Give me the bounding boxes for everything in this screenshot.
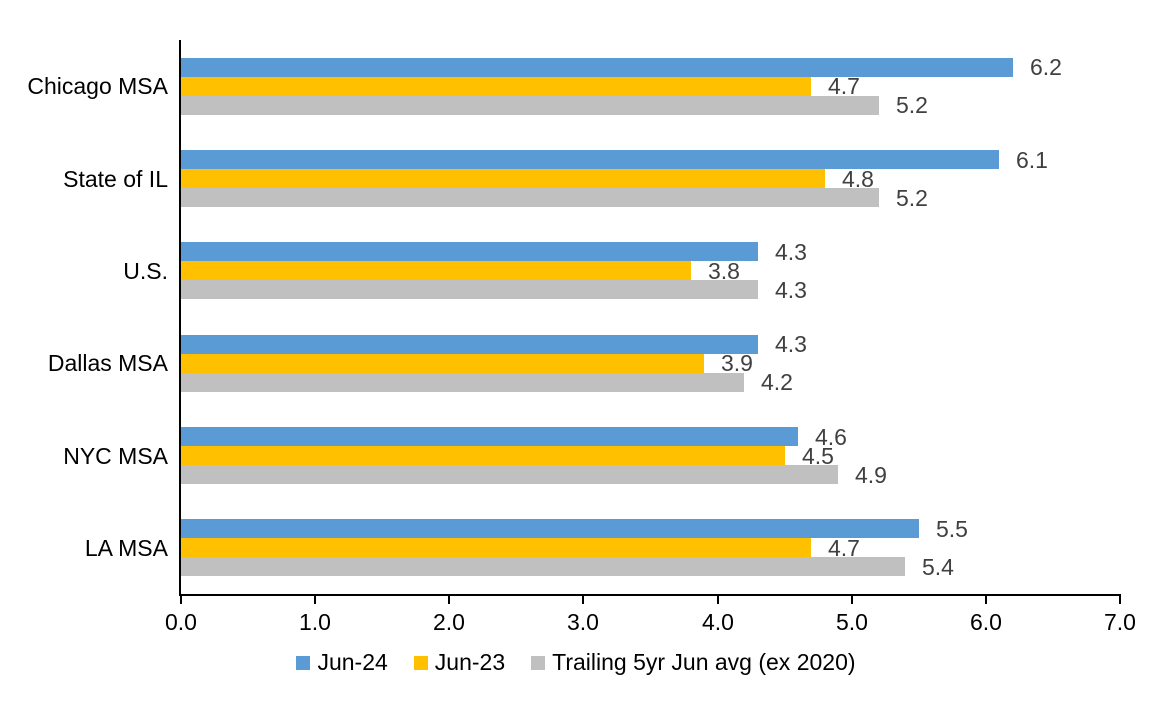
bar-trailing-5yr-jun-avg-ex-2020- bbox=[181, 557, 905, 577]
bar-jun-24 bbox=[181, 519, 919, 539]
category-label: NYC MSA bbox=[63, 442, 168, 469]
bar-jun-23 bbox=[181, 446, 785, 465]
x-axis-tick bbox=[717, 594, 719, 604]
bar-value-label: 5.2 bbox=[896, 184, 928, 211]
bar-value-label: 4.9 bbox=[855, 461, 887, 488]
bar-value-label: 4.3 bbox=[775, 276, 807, 303]
legend-item: Jun-24 bbox=[296, 649, 388, 676]
bar-value-label: 4.3 bbox=[775, 331, 807, 358]
x-axis-tick bbox=[582, 594, 584, 604]
x-axis-tick-label: 1.0 bbox=[299, 609, 331, 635]
x-axis-tick-label: 6.0 bbox=[970, 609, 1002, 635]
bar-value-label: 5.2 bbox=[896, 92, 928, 119]
x-axis-tick-label: 7.0 bbox=[1104, 609, 1136, 635]
x-axis-tick bbox=[314, 594, 316, 604]
category-label: LA MSA bbox=[84, 534, 168, 561]
category-label: Dallas MSA bbox=[47, 350, 168, 377]
bar-trailing-5yr-jun-avg-ex-2020- bbox=[181, 280, 758, 300]
x-axis-tick bbox=[1119, 594, 1121, 604]
category-label: Chicago MSA bbox=[27, 73, 168, 100]
bar-value-label: 4.2 bbox=[761, 369, 793, 396]
legend-item: Jun-23 bbox=[413, 649, 506, 676]
bar-value-label: 5.5 bbox=[936, 515, 968, 542]
bar-jun-24 bbox=[181, 242, 758, 262]
bar-value-label: 3.9 bbox=[721, 350, 753, 377]
bar-jun-23 bbox=[181, 76, 811, 96]
legend-swatch-icon bbox=[413, 655, 428, 670]
x-axis-tick bbox=[448, 594, 450, 604]
x-axis-tick-label: 3.0 bbox=[567, 609, 599, 635]
x-axis-tick-label: 0.0 bbox=[165, 609, 197, 635]
plot-area: 6.2 4.7 5.2 6.1 4.8 5.2 4.3 3.8 4.3 4.3 3.9 4.2 4.6 4… bbox=[165, 40, 1136, 635]
x-axis-tick bbox=[180, 594, 182, 604]
x-axis-tick-label: 4.0 bbox=[702, 609, 734, 635]
legend-label: Jun-24 bbox=[317, 649, 388, 675]
bar-jun-24 bbox=[181, 427, 798, 446]
bar-value-label: 4.5 bbox=[802, 442, 834, 469]
bar-jun-23 bbox=[181, 169, 825, 188]
legend-item: Trailing 5yr Jun avg (ex 2020) bbox=[531, 649, 856, 676]
bar-value-label: 4.6 bbox=[815, 423, 847, 450]
x-axis-tick-label: 5.0 bbox=[836, 609, 868, 635]
x-axis-tick-label: 2.0 bbox=[433, 609, 465, 635]
x-axis-tick bbox=[985, 594, 987, 604]
bar-trailing-5yr-jun-avg-ex-2020- bbox=[181, 465, 838, 484]
bar-jun-24 bbox=[181, 150, 999, 169]
bar-trailing-5yr-jun-avg-ex-2020- bbox=[181, 188, 879, 207]
legend-swatch-icon bbox=[531, 655, 546, 670]
bar-value-label: 6.2 bbox=[1030, 54, 1062, 81]
bar-trailing-5yr-jun-avg-ex-2020- bbox=[181, 95, 879, 115]
bar-jun-23 bbox=[181, 353, 704, 373]
legend-label: Trailing 5yr Jun avg (ex 2020) bbox=[552, 649, 856, 675]
bar-jun-23 bbox=[181, 261, 691, 281]
category-label: State of IL bbox=[63, 165, 168, 192]
bar-jun-24 bbox=[181, 57, 1013, 77]
bar-value-label: 5.4 bbox=[922, 553, 954, 580]
legend-label: Jun-23 bbox=[434, 649, 506, 675]
bar-value-label: 4.7 bbox=[828, 534, 860, 561]
legend-swatch-icon bbox=[296, 655, 311, 670]
category-label: U.S. bbox=[123, 257, 168, 284]
bar-jun-24 bbox=[181, 334, 758, 354]
bar-value-label: 6.1 bbox=[1016, 146, 1048, 173]
bar-jun-23 bbox=[181, 538, 811, 558]
x-axis-tick bbox=[851, 594, 853, 604]
bar-value-label: 4.8 bbox=[842, 165, 874, 192]
legend: Jun-24 Jun-23 Trailing 5yr Jun avg (ex 202… bbox=[0, 649, 1152, 676]
bar-value-label: 4.3 bbox=[775, 238, 807, 265]
bar-trailing-5yr-jun-avg-ex-2020- bbox=[181, 372, 744, 392]
bar-value-label: 3.8 bbox=[708, 257, 740, 284]
bar-value-label: 4.7 bbox=[828, 73, 860, 100]
